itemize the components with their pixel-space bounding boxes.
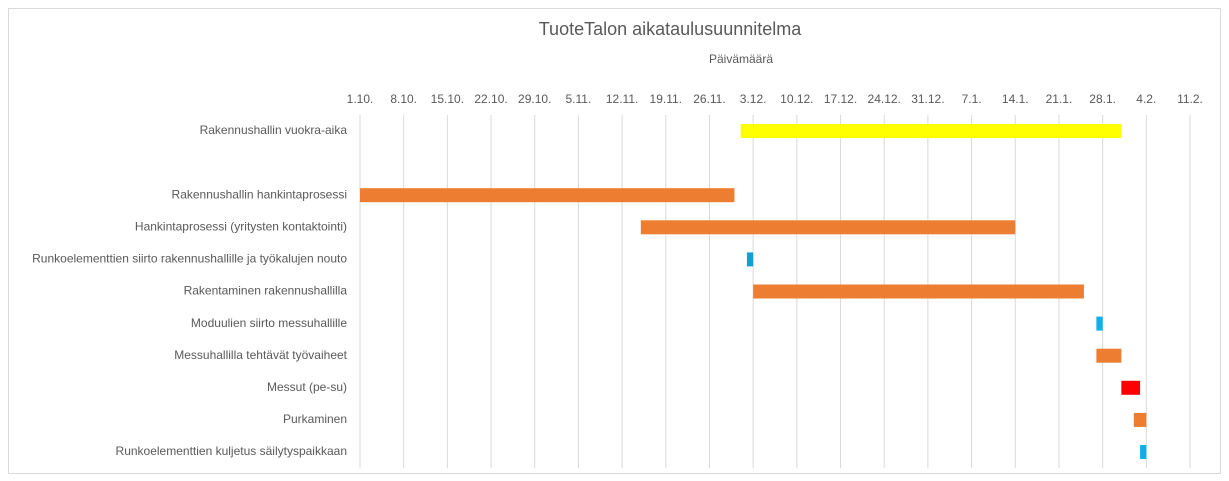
x-tick-label: 11.2. (1177, 92, 1203, 106)
y-tick-label: Messut (pe-su) (267, 380, 347, 394)
bar (753, 284, 1084, 299)
bar (1140, 445, 1147, 459)
x-tick-label: 17.12. (824, 92, 857, 106)
y-tick-label: Moduulien siirto messuhallille (191, 316, 347, 330)
x-tick-label: 15.10. (431, 92, 464, 106)
x-tick-label: 22.10. (474, 92, 507, 106)
x-tick-label: 10.12. (780, 92, 813, 106)
x-tick-label: 14.1. (1002, 92, 1029, 106)
bar (1096, 316, 1103, 331)
x-tick-label: 26.11. (693, 92, 725, 106)
x-tick-label: 19.11. (650, 92, 682, 106)
y-tick-label: Runkoelementtien siirto rakennushallille… (32, 252, 347, 266)
bar (1133, 412, 1147, 427)
chart-border (8, 8, 1221, 474)
y-tick-label: Runkoelementtien kuljetus säilytyspaikka… (116, 444, 347, 458)
x-tick-label: 29.10. (518, 92, 551, 106)
y-tick-label: Purkaminen (283, 412, 347, 426)
x-tick-label: 7.1. (962, 92, 982, 106)
y-tick-label: Rakentaminen rakennushallilla (184, 284, 348, 298)
x-tick-label: 28.1. (1089, 92, 1116, 106)
x-tick-label: 5.11. (566, 92, 592, 106)
x-tick-label: 1.10. (347, 92, 374, 106)
bar (1096, 348, 1122, 363)
y-tick-label: Rakennushallin hankintaprosessi (172, 187, 347, 201)
x-tick-label: 24.12. (868, 92, 901, 106)
x-tick-label: 21.1. (1046, 92, 1073, 106)
bar (640, 220, 1016, 235)
bar (1121, 380, 1141, 395)
bar (740, 124, 1122, 138)
x-tick-label: 3.12. (740, 92, 767, 106)
x-tick-label: 4.2. (1136, 92, 1156, 106)
y-tick-label: Messuhallilla tehtävät työvaiheet (174, 348, 347, 362)
bar (360, 188, 735, 203)
x-tick-label: 8.10. (390, 92, 417, 106)
x-axis-title: Päivämäärä (709, 52, 773, 66)
y-tick-label: Rakennushallin vuokra-aika (200, 123, 348, 137)
chart-title: TuoteTalon aikataulusuunnitelma (539, 19, 802, 39)
x-tick-label: 12.11. (606, 92, 638, 106)
bar (746, 252, 754, 267)
y-tick-label: Hankintaprosessi (yritysten kontaktointi… (135, 219, 347, 233)
x-tick-label: 31.12. (911, 92, 944, 106)
